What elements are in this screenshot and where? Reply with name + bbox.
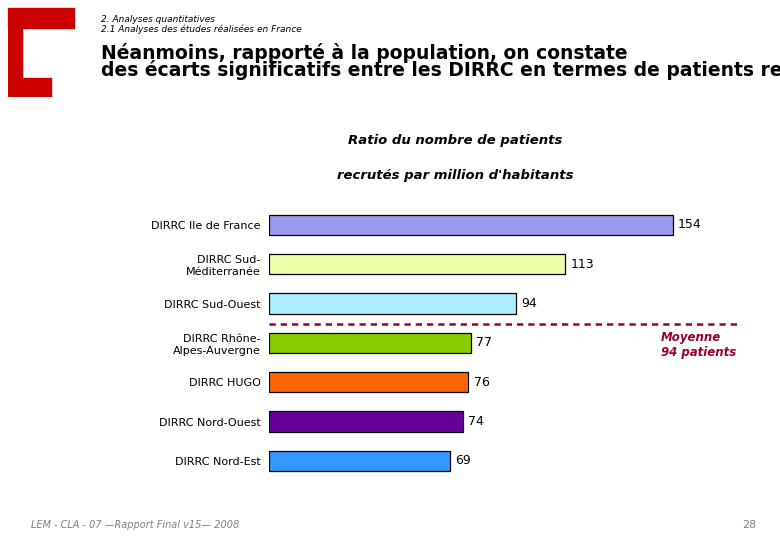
- Bar: [269, 411, 463, 432]
- Bar: [269, 214, 673, 235]
- Bar: [269, 293, 516, 314]
- Text: 69: 69: [456, 455, 471, 468]
- Text: recrutés par million d'habitants: recrutés par million d'habitants: [337, 168, 574, 181]
- Text: 2. Analyses quantitatives: 2. Analyses quantitatives: [101, 15, 215, 24]
- Bar: [8, 78, 51, 97]
- Bar: [269, 254, 566, 274]
- Text: Ratio du nombre de patients: Ratio du nombre de patients: [349, 134, 562, 147]
- Text: 77: 77: [477, 336, 492, 349]
- Text: 2.1 Analyses des études réalisées en France: 2.1 Analyses des études réalisées en Fra…: [101, 25, 302, 35]
- Bar: [269, 372, 468, 393]
- Bar: [8, 8, 23, 97]
- Bar: [269, 451, 450, 471]
- Text: 76: 76: [473, 376, 490, 389]
- Text: 28: 28: [743, 520, 757, 530]
- Text: 154: 154: [678, 218, 702, 231]
- Text: 74: 74: [468, 415, 484, 428]
- Bar: [8, 8, 74, 28]
- Text: des écarts significatifs entre les DIRRC en termes de patients recrutés: des écarts significatifs entre les DIRRC…: [101, 60, 780, 80]
- Bar: [269, 333, 471, 353]
- Text: Néanmoins, rapporté à la population, on constate: Néanmoins, rapporté à la population, on …: [101, 43, 628, 63]
- Text: LEM - CLA - 07 —Rapport Final v15— 2008: LEM - CLA - 07 —Rapport Final v15— 2008: [31, 520, 239, 530]
- Text: Moyenne
94 patients: Moyenne 94 patients: [661, 331, 736, 359]
- Text: 94: 94: [521, 297, 537, 310]
- Text: 113: 113: [571, 258, 594, 271]
